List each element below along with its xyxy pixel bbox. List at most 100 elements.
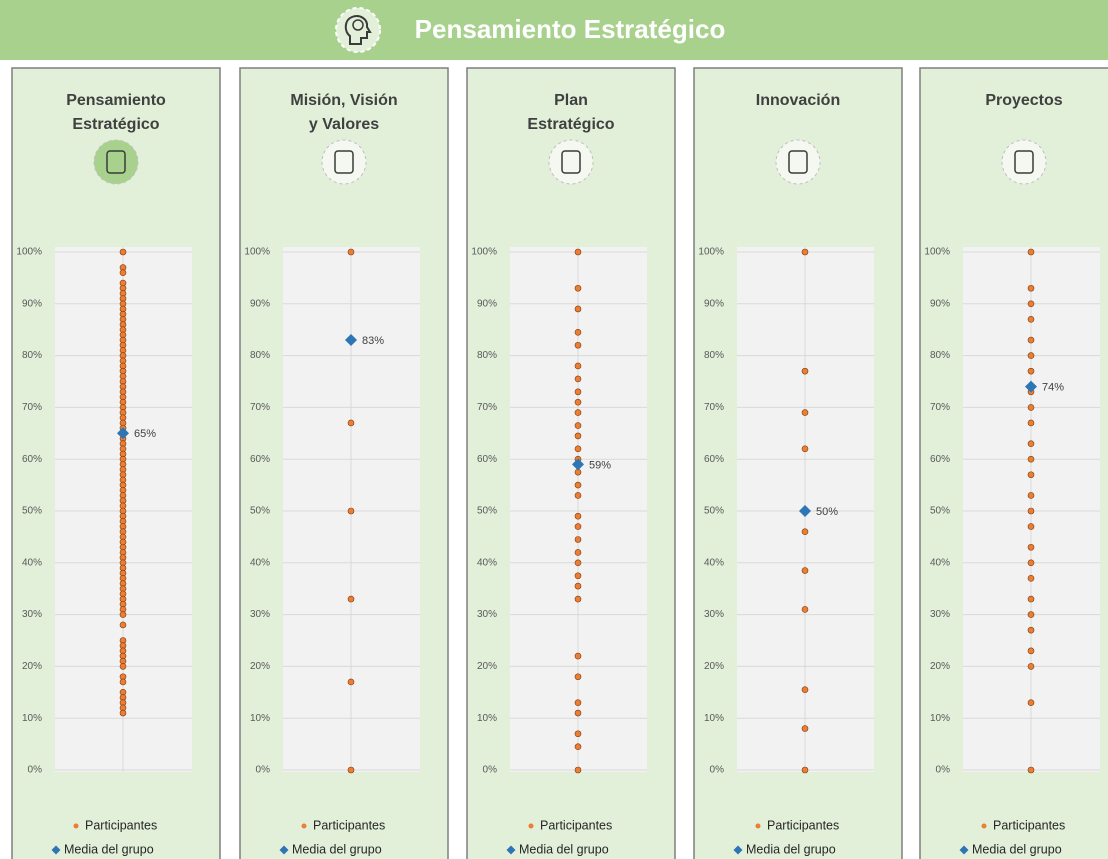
participant-dot (574, 559, 582, 567)
participant-dot (1027, 455, 1035, 463)
y-tick-label: 10% (477, 713, 497, 724)
participant-dot (801, 686, 809, 694)
legend-marker (981, 823, 987, 829)
y-tick-label: 60% (930, 454, 950, 465)
participant-dot (574, 512, 582, 520)
participant-dot (347, 595, 355, 603)
panel-icon (548, 139, 594, 185)
y-tick-label: 90% (250, 298, 270, 309)
participant-dot (1027, 766, 1035, 774)
y-tick-label: 90% (930, 298, 950, 309)
participant-dot (801, 725, 809, 732)
participant-dot (119, 709, 127, 717)
y-tick-label: 20% (250, 661, 270, 672)
participant-dot (574, 523, 582, 530)
participant-dot (574, 730, 582, 738)
participant-dot (801, 248, 809, 256)
participant-dot (347, 766, 355, 774)
y-tick-label: 10% (22, 713, 42, 724)
y-tick-label: 50% (22, 506, 42, 517)
y-tick-label: 30% (22, 609, 42, 620)
y-tick-label: 100% (924, 247, 950, 258)
y-tick-label: 80% (22, 350, 42, 361)
y-tick-label: 20% (704, 661, 724, 672)
participant-dot (574, 341, 582, 349)
participant-dot (574, 248, 582, 256)
legend-label: Media del grupo (972, 842, 1062, 856)
panel-title: Estratégico (527, 116, 614, 133)
legend-marker (733, 845, 743, 855)
legend-label: Media del grupo (746, 842, 836, 856)
participant-dot (1027, 419, 1035, 427)
participant-dot (1027, 367, 1035, 375)
participant-dot (801, 567, 809, 574)
participant-dot (574, 582, 582, 590)
icon-glyph (788, 150, 808, 174)
participant-dot (1027, 248, 1035, 256)
participant-dot (1027, 404, 1035, 411)
panel-title: Innovación (756, 92, 840, 109)
participant-dot (1027, 284, 1035, 292)
icon-glyph (106, 150, 126, 174)
mean-marker (799, 505, 811, 517)
icon-glyph (334, 150, 354, 174)
y-tick-label: 60% (250, 454, 270, 465)
participant-dot (801, 367, 809, 375)
participant-dot (119, 678, 127, 686)
panel-icon (321, 139, 367, 185)
y-tick-label: 10% (704, 713, 724, 724)
participant-dot (1027, 543, 1035, 551)
y-tick-label: 0% (710, 765, 725, 776)
y-tick-label: 20% (930, 661, 950, 672)
y-tick-label: 10% (250, 713, 270, 724)
participant-dot (574, 422, 582, 429)
icon-glyph (1014, 150, 1034, 174)
y-tick-label: 80% (477, 350, 497, 361)
y-tick-label: 50% (250, 506, 270, 517)
participant-dot (1027, 575, 1035, 582)
mean-label: 65% (134, 428, 156, 440)
icon-glyph (561, 150, 581, 174)
participant-dot (347, 248, 355, 256)
participant-dot (1027, 336, 1035, 344)
y-tick-label: 0% (936, 765, 951, 776)
legend-marker (51, 845, 61, 855)
participant-dot (574, 492, 582, 499)
y-tick-label: 100% (471, 247, 497, 258)
participant-dot (574, 652, 582, 660)
participant-dot (574, 362, 582, 370)
y-tick-label: 90% (704, 298, 724, 309)
panel-title: Plan (554, 92, 588, 109)
participant-dot (1027, 471, 1035, 479)
legend-label: Participantes (767, 818, 839, 832)
mean-marker (345, 334, 357, 347)
panel-icon (1001, 139, 1047, 185)
y-tick-label: 70% (22, 402, 42, 413)
participant-dot (1027, 699, 1035, 706)
participant-dot (119, 611, 127, 618)
participant-dot (347, 419, 355, 427)
participant-dot (119, 621, 127, 629)
participant-dot (574, 699, 582, 706)
header-title: Pensamiento Estratégico (415, 14, 726, 44)
participant-dot (1027, 300, 1035, 308)
y-tick-label: 60% (704, 454, 724, 465)
y-tick-label: 30% (930, 609, 950, 620)
icon-ring (775, 139, 821, 185)
participant-dot (119, 269, 127, 277)
participant-dot (574, 673, 582, 681)
y-tick-label: 80% (704, 350, 724, 361)
participant-dot (574, 766, 582, 774)
panel-title: Misión, Visión (290, 92, 397, 109)
legend-label: Participantes (540, 818, 612, 832)
icon-ring (548, 139, 594, 185)
participant-dot (574, 709, 582, 717)
participant-dot (574, 328, 582, 336)
y-tick-label: 60% (22, 454, 42, 465)
participant-dot (1027, 507, 1035, 515)
y-tick-label: 40% (22, 557, 42, 568)
mean-marker (117, 427, 129, 440)
y-tick-label: 0% (256, 765, 271, 776)
y-tick-label: 40% (930, 557, 950, 568)
